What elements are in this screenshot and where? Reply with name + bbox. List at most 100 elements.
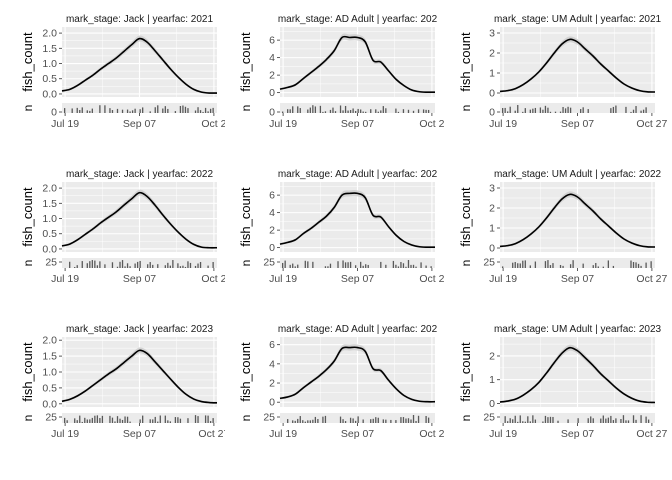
histogram-bar (524, 260, 526, 268)
histogram-bar (397, 111, 400, 113)
histogram-bar (412, 264, 415, 268)
histogram-y-title: n (459, 260, 473, 267)
histogram-bar (111, 262, 114, 268)
histogram-bar (197, 107, 199, 113)
histogram-bar (352, 418, 354, 423)
histogram-bar (402, 109, 405, 113)
histogram-bar (111, 417, 114, 423)
facet-strip-title: mark_stage: AD Adult | yearfac: 202 (278, 324, 438, 335)
histogram-bar (390, 419, 392, 423)
histogram-bar (417, 415, 420, 423)
histogram-bar (182, 265, 184, 268)
x-tick-label: Sep 07 (561, 273, 594, 285)
n-tick-label: 25 (483, 412, 495, 424)
histogram-bar (86, 419, 88, 423)
histogram-bar (605, 418, 607, 423)
histogram-bar (362, 265, 364, 268)
histogram-bar (542, 421, 544, 423)
histogram-bar (194, 265, 197, 268)
histogram-y-title: n (21, 105, 35, 112)
histogram-bar (572, 260, 574, 268)
histogram-bar (514, 261, 516, 268)
y-tick-label: 3 (489, 28, 495, 40)
y-tick-label: 1 (489, 68, 495, 80)
y-tick-label: 1.0 (42, 367, 57, 379)
histogram-bar (184, 266, 187, 268)
x-tick-label: Jul 19 (51, 273, 79, 285)
histogram-bar (116, 416, 119, 423)
histogram-bar (162, 108, 164, 113)
histogram-bar (91, 417, 93, 423)
histogram-bar (209, 108, 212, 113)
histogram-bar (592, 265, 594, 268)
y-axis-title: fish_count (20, 32, 35, 92)
histogram-bar (580, 109, 582, 113)
histogram-bar (332, 107, 334, 113)
histogram-bar (64, 108, 66, 113)
histogram-background (500, 103, 655, 113)
histogram-bar (422, 109, 425, 113)
series-line (279, 346, 436, 403)
histogram-bar (66, 420, 68, 423)
histogram-bar (197, 416, 199, 423)
histogram-bar (349, 110, 352, 113)
histogram-bar (297, 418, 299, 423)
x-tick-label: Sep 07 (123, 118, 156, 130)
histogram-bar (607, 417, 609, 423)
histogram-bar (94, 260, 96, 268)
histogram-bar (582, 107, 584, 113)
histogram-bar (114, 421, 116, 423)
histogram-bar (324, 266, 327, 268)
histogram-bar (314, 106, 317, 113)
histogram-bar (534, 261, 537, 268)
histogram-bar (212, 418, 214, 423)
histogram-bar (425, 416, 427, 423)
histogram-bar (607, 260, 609, 268)
histogram-bar (627, 420, 630, 423)
histogram-bar (354, 265, 357, 268)
histogram-bar (126, 109, 129, 113)
histogram-bar (357, 416, 359, 423)
x-tick-label: Sep 07 (341, 428, 374, 440)
n-tick-label: 0 (489, 107, 495, 119)
histogram-bar (94, 415, 96, 423)
histogram-bar (104, 264, 106, 268)
histogram-bar (562, 265, 564, 268)
x-tick-label: Oct 2 (419, 273, 444, 285)
x-tick-label: Oct 2 (419, 428, 444, 440)
histogram-bar (314, 416, 317, 423)
facet-panel: mark_stage: Jack | yearfac: 2022 0.0 0.5 1.… (20, 169, 225, 285)
histogram-bar (199, 261, 202, 268)
histogram-bar (116, 108, 119, 113)
histogram-bar (544, 261, 547, 268)
histogram-bar (212, 261, 214, 268)
histogram-bar (111, 110, 114, 113)
histogram-bar (529, 265, 531, 268)
histogram-bar (602, 415, 604, 423)
histogram-bar (121, 109, 124, 113)
histogram-bar (294, 266, 296, 268)
histogram-bar (562, 106, 564, 113)
histogram-bar (101, 415, 104, 423)
histogram-bar (645, 262, 647, 268)
histogram-bar (412, 415, 415, 423)
y-tick-label: 4 (269, 52, 275, 64)
histogram-bar (299, 108, 301, 113)
histogram-bar (642, 109, 645, 113)
y-tick-label: 1.0 (42, 213, 57, 225)
histogram-bar (524, 421, 526, 423)
histogram-bar (395, 108, 397, 113)
x-tick-label: Jul 19 (51, 428, 79, 440)
histogram-bar (187, 418, 189, 423)
histogram-bar (559, 111, 562, 113)
y-tick-label: 0.0 (42, 243, 57, 255)
facet-strip-title: mark_stage: Jack | yearfac: 2023 (66, 324, 214, 335)
histogram-bar (547, 107, 549, 113)
histogram-bar (385, 419, 387, 423)
histogram-bar (610, 415, 612, 423)
histogram-bar (532, 108, 534, 113)
histogram-bar (349, 261, 352, 268)
histogram-bar (542, 109, 544, 113)
histogram-bar (327, 266, 329, 268)
y-tick-label: 1.5 (42, 43, 57, 55)
